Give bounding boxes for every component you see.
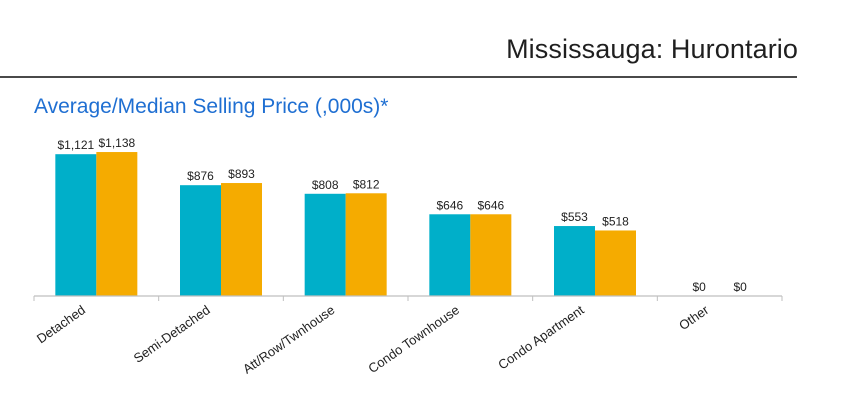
bar-average-condo-townhouse — [429, 214, 471, 296]
data-label-average-semi-detached: $876 — [187, 169, 214, 183]
data-label-median-other: $0 — [733, 280, 747, 294]
bar-median-semi-detached — [221, 183, 262, 296]
region-title: Mississauga: Hurontario — [506, 34, 798, 64]
data-label-median-detached: $1,138 — [98, 136, 135, 150]
bar-average-condo-apartment — [554, 226, 595, 296]
data-label-median-att-row-twnhouse: $812 — [353, 177, 380, 191]
bar-median-att-row-twnhouse — [345, 193, 387, 296]
bar-median-condo-apartment — [595, 230, 636, 296]
x-tick-label-semi-detached: Semi-Detached — [131, 302, 213, 366]
data-label-median-condo-townhouse: $646 — [477, 198, 504, 212]
header-divider — [0, 76, 797, 78]
x-tick-label-condo-apartment: Condo Apartment — [495, 302, 587, 373]
x-tick-label-detached: Detached — [34, 302, 88, 346]
data-label-average-condo-apartment: $553 — [561, 210, 588, 224]
data-label-average-detached: $1,121 — [57, 138, 94, 152]
data-label-average-condo-townhouse: $646 — [436, 198, 463, 212]
x-tick-label-other: Other — [676, 302, 712, 333]
data-label-average-other: $0 — [692, 280, 706, 294]
bar-median-detached — [96, 152, 138, 296]
bar-median-condo-townhouse — [470, 214, 512, 296]
bar-average-detached — [55, 154, 97, 296]
bar-average-semi-detached — [180, 185, 221, 296]
x-tick-label-condo-townhouse: Condo Townhouse — [365, 302, 462, 376]
data-label-median-condo-apartment: $518 — [602, 214, 629, 228]
x-tick-label-att-row-twnhouse: Att/Row/Twnhouse — [240, 302, 337, 376]
bar-average-att-row-twnhouse — [304, 193, 346, 296]
data-label-average-att-row-twnhouse: $808 — [312, 178, 339, 192]
chart-title: Average/Median Selling Price (,000s)* — [34, 95, 389, 118]
data-label-median-semi-detached: $893 — [228, 167, 255, 181]
